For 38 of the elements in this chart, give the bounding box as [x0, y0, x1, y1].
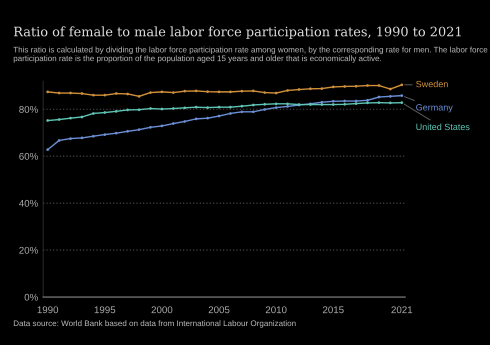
- point: [400, 94, 404, 98]
- point: [332, 103, 335, 106]
- chart-title: Ratio of female to male labor force participation rates, 1990 to 2021: [14, 26, 461, 39]
- point: [366, 98, 369, 102]
- x-tick-label: 2010: [266, 306, 287, 314]
- x-tick-label: 2005: [208, 306, 230, 314]
- y-tick-label: 20%: [19, 246, 38, 254]
- point: [354, 84, 358, 88]
- x-tick-label: 2000: [152, 306, 172, 314]
- point: [149, 126, 152, 129]
- point: [400, 83, 404, 86]
- point: [126, 130, 130, 133]
- x-tick-label: 2021: [391, 306, 412, 314]
- x-tick-label: 1990: [38, 306, 58, 314]
- y-tick-label: 60%: [19, 152, 38, 160]
- point: [46, 90, 50, 94]
- series-label: Sweden: [416, 80, 448, 88]
- point: [138, 108, 140, 112]
- line-series: [46, 83, 404, 98]
- point: [309, 87, 312, 90]
- point: [114, 132, 118, 135]
- point: [46, 148, 50, 152]
- text: United States: [416, 123, 470, 130]
- y-tick-label: 80%: [19, 106, 38, 113]
- chart-subtitle: This ratio is calculated by dividing the labor force participation rate among women, by the corresponding rate for men. The labor force participation rate is the proportion of the population aged 15 years and older that is economically active.: [13, 46, 488, 63]
- point: [400, 101, 404, 104]
- point: [92, 134, 95, 138]
- series-label: Germany: [416, 104, 453, 112]
- source-note: Data source: World Bank based on data from International Labour Organization: [14, 320, 296, 328]
- point: [46, 119, 50, 122]
- y-tick-label: 0%: [24, 294, 38, 301]
- y-tick-label: 40%: [19, 200, 38, 207]
- point: [263, 102, 266, 106]
- x-tick-label: 2015: [322, 306, 344, 314]
- point: [240, 104, 244, 108]
- point: [343, 102, 346, 106]
- x-tick-label: 1995: [94, 306, 116, 314]
- line-series: [46, 94, 404, 152]
